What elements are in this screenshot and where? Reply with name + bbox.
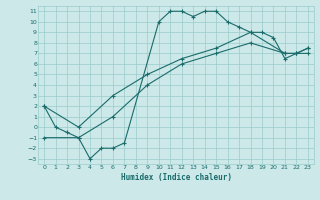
- X-axis label: Humidex (Indice chaleur): Humidex (Indice chaleur): [121, 173, 231, 182]
